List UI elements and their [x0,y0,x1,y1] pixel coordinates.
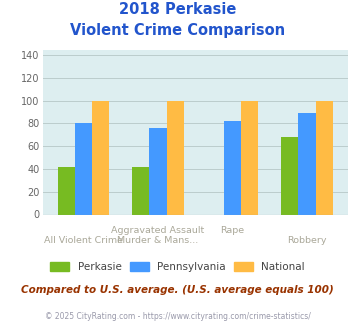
Bar [224,121,241,214]
Text: Murder & Mans...: Murder & Mans... [118,236,199,245]
Bar [241,101,258,214]
Text: Violent Crime Comparison: Violent Crime Comparison [70,23,285,38]
Legend: Perkasie, Pennsylvania, National: Perkasie, Pennsylvania, National [46,258,309,276]
Text: All Violent Crime: All Violent Crime [44,236,123,245]
Bar [149,128,166,214]
Bar [58,167,75,214]
Text: Compared to U.S. average. (U.S. average equals 100): Compared to U.S. average. (U.S. average … [21,285,334,295]
Text: Rape: Rape [220,226,245,235]
Text: Robbery: Robbery [287,236,327,245]
Bar [166,101,184,214]
Text: 2018 Perkasie: 2018 Perkasie [119,2,236,16]
Bar [92,101,109,214]
Text: © 2025 CityRating.com - https://www.cityrating.com/crime-statistics/: © 2025 CityRating.com - https://www.city… [45,312,310,321]
Bar [316,101,333,214]
Bar [75,123,92,214]
Bar [299,113,316,214]
Bar [132,167,149,214]
Bar [281,137,299,214]
Text: Aggravated Assault: Aggravated Assault [111,226,204,235]
